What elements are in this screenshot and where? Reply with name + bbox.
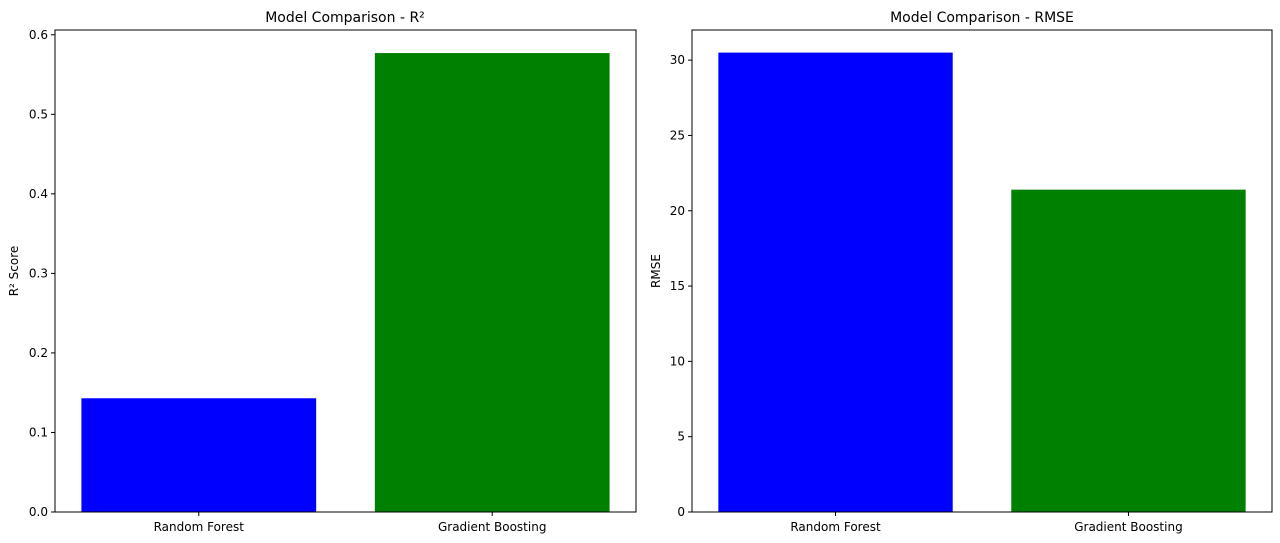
r2-bar-random-forest bbox=[81, 398, 317, 512]
r2-x-tick-label: Random Forest bbox=[154, 520, 245, 534]
rmse-y-tick-label: 20 bbox=[670, 204, 685, 218]
rmse-axes-frame bbox=[691, 29, 1273, 513]
rmse-bar-random-forest bbox=[718, 52, 953, 512]
r2-x-tick-label: Gradient Boosting bbox=[438, 520, 546, 534]
rmse-bar-gradient-boosting bbox=[1011, 189, 1246, 512]
r2-y-tick-label: 0.6 bbox=[29, 28, 48, 42]
rmse-y-tick-label: 15 bbox=[670, 279, 685, 293]
rmse-y-tick-label: 0 bbox=[677, 505, 685, 519]
rmse-x-tick-label: Gradient Boosting bbox=[1074, 520, 1182, 534]
r2-y-tick-label: 0.2 bbox=[29, 346, 48, 360]
r2-y-axis-label: R² Score bbox=[7, 246, 21, 297]
r2-chart-title: Model Comparison - R² bbox=[265, 10, 425, 26]
rmse-y-tick-label: 10 bbox=[670, 354, 685, 368]
r2-y-tick-label: 0.0 bbox=[29, 505, 48, 519]
rmse-y-axis-label: RMSE bbox=[649, 254, 663, 288]
r2-bar-gradient-boosting bbox=[374, 53, 610, 512]
rmse-y-tick-label: 25 bbox=[670, 128, 685, 142]
r2-y-tick-label: 0.3 bbox=[29, 266, 48, 280]
r2-y-tick-label: 0.1 bbox=[29, 425, 48, 439]
rmse-x-tick-label: Random Forest bbox=[790, 520, 881, 534]
rmse-chart: Model Comparison - RMSE Random Forest Grad… bbox=[649, 10, 1273, 534]
rmse-y-tick-label: 30 bbox=[670, 53, 685, 67]
r2-axes-frame bbox=[54, 29, 637, 513]
r2-y-tick-label: 0.4 bbox=[29, 187, 48, 201]
r2-chart: Model Comparison - R² Random Forest Gradie… bbox=[7, 10, 637, 534]
r2-y-tick-label: 0.5 bbox=[29, 107, 48, 121]
rmse-y-tick-label: 5 bbox=[677, 430, 685, 444]
rmse-chart-title: Model Comparison - RMSE bbox=[890, 10, 1074, 26]
